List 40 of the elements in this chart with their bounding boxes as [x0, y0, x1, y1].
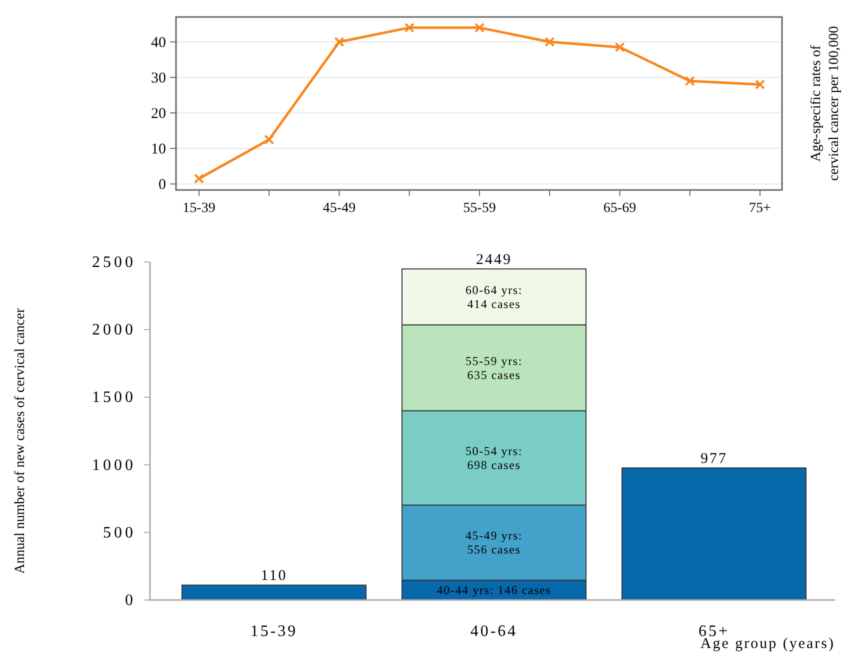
data-label: 40-44 yrs: 146 cases — [436, 583, 552, 598]
point — [544, 36, 555, 47]
point — [755, 79, 765, 90]
y-tick-label: 1500 — [92, 389, 136, 406]
y-tick-label: 2500 — [92, 254, 136, 271]
x-axis-title: Age group (years) — [700, 636, 835, 652]
point — [264, 134, 274, 145]
bar — [622, 467, 806, 600]
y-tick-label: 2000 — [92, 322, 136, 339]
total-label: 977 — [700, 450, 728, 467]
y-tick-label: 10 — [151, 141, 166, 158]
y-tick-label: 0 — [158, 176, 166, 193]
data-label: 60-64 yrs: 414 cases — [466, 282, 522, 311]
data-label: 50-54 yrs: 698 cases — [466, 444, 522, 472]
x-tick-label: 40-64 — [470, 623, 518, 640]
point — [684, 76, 695, 86]
y-tick-label: 1000 — [92, 456, 136, 474]
data-label: 45-49 yrs: 556 cases — [466, 528, 522, 557]
data-label: 55-59 yrs: 635 cases — [466, 354, 522, 382]
y-tick-label: 40 — [151, 34, 166, 51]
bar — [182, 584, 366, 600]
y-axis-title: Age-specific rates of cervical cancer per 100,000 — [809, 26, 842, 181]
y-tick-label: 0 — [125, 592, 136, 609]
x-tick-label: 55-59 — [463, 201, 496, 216]
point — [334, 36, 344, 47]
total-label: 2449 — [476, 252, 512, 268]
y-tick-label: 20 — [151, 106, 166, 122]
y-axis-title: Annual number of new cases of cervical cancer — [13, 308, 28, 574]
y-tick-label: 500 — [103, 524, 136, 542]
point — [194, 174, 204, 184]
point — [614, 42, 625, 52]
x-tick-label: 75+ — [749, 201, 772, 216]
total-label: 110 — [260, 568, 288, 584]
x-tick-label: 15-39 — [182, 201, 216, 216]
y-tick-label: 30 — [151, 70, 166, 86]
point — [404, 22, 414, 33]
x-tick-label: 65-69 — [603, 201, 636, 216]
x-tick-label: 45-49 — [322, 201, 356, 216]
x-tick-label: 15-39 — [250, 623, 298, 640]
point — [474, 22, 484, 33]
